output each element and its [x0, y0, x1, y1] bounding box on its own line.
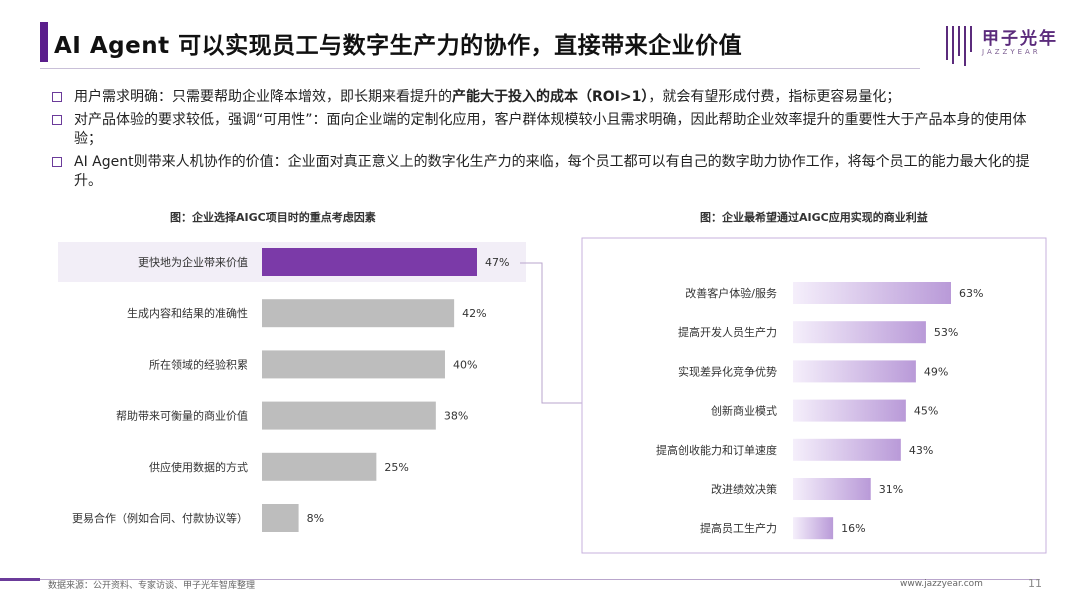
data-label: 49%: [924, 365, 948, 378]
data-label: 16%: [841, 522, 865, 535]
logo-icon: [946, 26, 972, 66]
category-label: 生成内容和结果的准确性: [127, 306, 248, 320]
footer-divider: [40, 579, 1040, 580]
category-label: 帮助带来可衡量的商业价值: [116, 409, 248, 423]
data-label: 42%: [462, 307, 486, 320]
data-label: 47%: [485, 256, 509, 269]
bar: [262, 401, 436, 430]
category-label: 实现差异化竞争优势: [678, 364, 777, 378]
data-source: 数据来源：公开资料、专家访谈、甲子光年智库整理: [48, 581, 256, 591]
data-label: 43%: [909, 444, 933, 457]
footer-accent: [0, 578, 40, 581]
connector-line: [520, 262, 582, 404]
bar: [262, 452, 377, 481]
page-number: 11: [1028, 577, 1042, 590]
bullet-item: AI Agent则带来人机协作的价值：企业面对真正意义上的数字化生产力的来临，每…: [52, 153, 1042, 191]
category-label: 供应使用数据的方式: [149, 460, 248, 474]
bullet-list: 用户需求明确：只需要帮助企业降本增效，即长期来看提升的产能大于投入的成本（ROI…: [52, 88, 1042, 195]
bar: [793, 321, 926, 344]
category-label: 改进绩效决策: [711, 482, 777, 496]
bar: [262, 299, 455, 328]
bar: [793, 282, 951, 304]
logo-subtext: JAZZYEAR: [982, 48, 1041, 56]
page-title: AI Agent 可以实现员工与数字生产力的协作，直接带来企业价值: [54, 33, 743, 59]
footer-url[interactable]: www.jazzyear.com: [900, 579, 983, 589]
data-label: 38%: [444, 410, 468, 423]
title-accent-bar: [40, 22, 48, 62]
category-label: 改善客户体验/服务: [685, 286, 777, 300]
data-label: 8%: [307, 512, 324, 525]
data-label: 25%: [384, 461, 408, 474]
logo-text: 甲子光年: [982, 29, 1058, 49]
bar: [793, 478, 871, 500]
category-label: 更易合作（例如合同、付款协议等）: [72, 511, 248, 525]
category-label: 提高员工生产力: [700, 521, 777, 535]
category-label: 提高创收能力和订单速度: [656, 443, 777, 457]
bar: [262, 504, 299, 532]
category-label: 提高开发人员生产力: [678, 325, 777, 339]
data-label: 45%: [914, 405, 938, 418]
category-label: 更快地为企业带来价值: [138, 255, 248, 269]
left-chart-title: 图：企业选择AIGC项目时的重点考虑因素: [170, 211, 376, 224]
data-label: 40%: [453, 358, 477, 371]
data-label: 63%: [959, 287, 983, 300]
right-bar-chart: 改善客户体验/服务 63% 提高开发人员生产力 53% 实现差异化竞争优势 49% 创新商业…: [581, 237, 1047, 554]
bar: [262, 248, 477, 276]
data-label: 53%: [934, 326, 958, 339]
bar: [262, 350, 445, 379]
title-divider: [40, 68, 920, 69]
data-label: 31%: [879, 483, 903, 496]
bar: [793, 438, 901, 461]
bar: [793, 517, 834, 540]
bar: [793, 399, 906, 422]
category-label: 所在领域的经验积累: [149, 357, 248, 371]
category-label: 创新商业模式: [711, 404, 777, 418]
chart-frame: [581, 237, 1047, 554]
bullet-item: 对产品体验的要求较低，强调“可用性”：面向企业端的定制化应用，客户群体规模较小且…: [52, 111, 1042, 149]
left-bar-chart: 更快地为企业带来价值 47% 生成内容和结果的准确性 42% 所在领域的经验积累 40% 帮…: [58, 242, 526, 532]
bullet-item: 用户需求明确：只需要帮助企业降本增效，即长期来看提升的产能大于投入的成本（ROI…: [52, 88, 1042, 107]
bar: [793, 360, 916, 383]
right-chart-title: 图：企业最希望通过AIGC应用实现的商业利益: [700, 211, 928, 224]
